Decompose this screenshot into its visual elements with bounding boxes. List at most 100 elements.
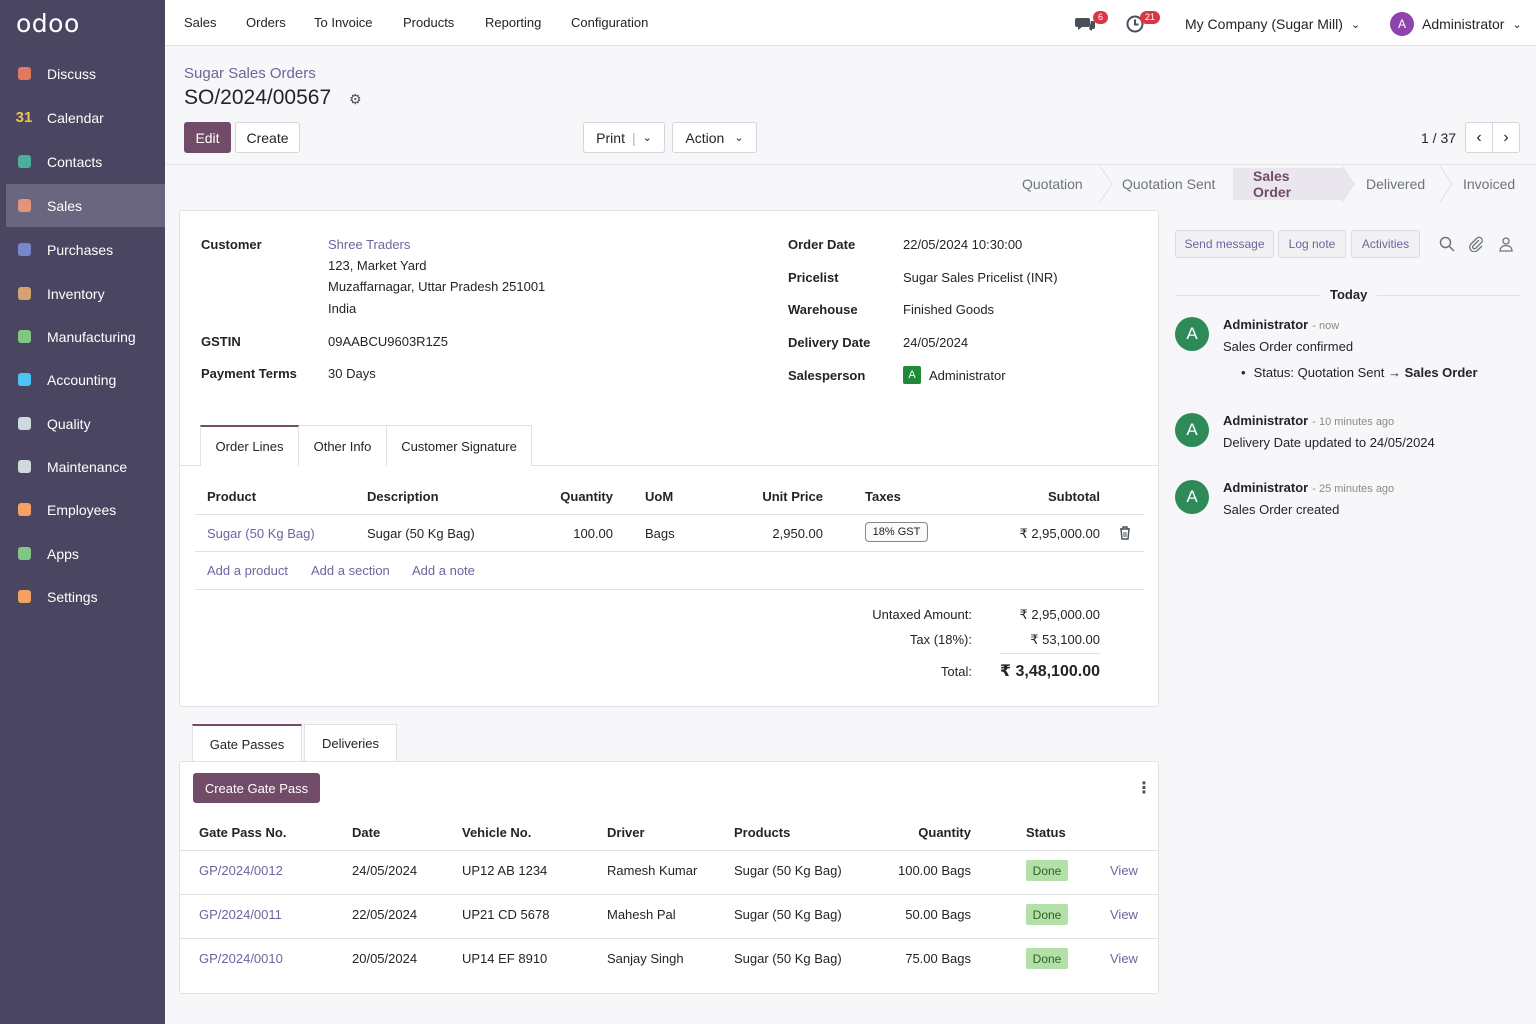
add-section-link[interactable]: Add a section [311,563,390,578]
pager-next-button[interactable]: › [1492,122,1520,153]
sidebar-item-calendar[interactable]: 31 Calendar [6,96,165,139]
odoo-logo[interactable]: odoo [16,8,80,38]
sidebar-item-inventory[interactable]: Inventory [6,272,165,315]
more-options-icon[interactable]: ⋮ [1136,780,1152,797]
line-unit-price[interactable]: 2,950.00 [772,526,823,541]
sidebar-item-quality[interactable]: Quality [6,402,165,445]
gate-pass-view-link[interactable]: View [1110,863,1138,878]
line-tax-tag[interactable]: 18% GST [865,522,928,542]
user-menu[interactable]: A Administrator ⌄ [1390,12,1522,36]
message-author-avatar[interactable]: A [1175,480,1209,514]
col-unit-price[interactable]: Unit Price [762,489,823,504]
message-author[interactable]: Administrator [1223,317,1309,332]
sidebar-item-settings[interactable]: Settings [6,575,165,618]
sidebar-item-apps[interactable]: Apps [6,532,165,575]
send-message-button[interactable]: Send message [1175,230,1274,258]
stage-invoiced[interactable]: Invoiced [1463,176,1516,192]
sidebar-item-sales[interactable]: Sales [6,184,165,227]
tracking-old-value: Status: Quotation Sent → [1253,365,1405,380]
activities-button[interactable]: Activities [1351,230,1420,258]
topnav-products[interactable]: Products [403,15,455,30]
col-product[interactable]: Product [207,489,257,504]
chevron-down-icon: ⌄ [734,132,744,144]
tab-order-lines[interactable]: Order Lines [200,425,299,466]
tab-gate-passes[interactable]: Gate Passes [192,724,302,762]
gate-pass-no-link[interactable]: GP/2024/0011 [199,907,282,922]
pricelist-value[interactable]: Sugar Sales Pricelist (INR) [903,270,1058,285]
line-uom[interactable]: Bags [645,526,675,541]
stage-delivered[interactable]: Delivered [1366,176,1426,192]
topnav-to-invoice[interactable]: To Invoice [314,15,373,30]
stage-quotation-sent[interactable]: Quotation Sent [1122,176,1216,192]
create-gate-pass-button[interactable]: Create Gate Pass [193,773,320,803]
search-icon[interactable] [1439,236,1455,252]
line-product[interactable]: Sugar (50 Kg Bag) [207,526,315,541]
breadcrumb-sugar-sales-orders[interactable]: Sugar Sales Orders [184,65,316,82]
add-note-link[interactable]: Add a note [412,563,475,578]
message-author-avatar[interactable]: A [1175,413,1209,447]
delivery-date-value[interactable]: 24/05/2024 [903,335,969,350]
tab-other-info[interactable]: Other Info [298,425,387,466]
payment-terms-value[interactable]: 30 Days [328,366,376,381]
order-date-value[interactable]: 22/05/2024 10:30:00 [903,237,1023,252]
company-switcher[interactable]: My Company (Sugar Mill) ⌄ [1185,12,1360,36]
sidebar-item-accounting[interactable]: Accounting [6,358,165,401]
col-products[interactable]: Products [734,825,791,840]
col-status[interactable]: Status [1026,825,1066,840]
sidebar-item-manufacturing[interactable]: Manufacturing [6,315,165,358]
col-description[interactable]: Description [367,489,439,504]
col-taxes[interactable]: Taxes [865,489,901,504]
stage-sales-order[interactable]: Sales Order [1233,168,1343,200]
log-note-button[interactable]: Log note [1278,230,1346,258]
message-author-avatar[interactable]: A [1175,317,1209,351]
topnav-orders[interactable]: Orders [246,15,286,30]
messages-button[interactable]: 6 [1075,11,1109,36]
sidebar-item-discuss[interactable]: Discuss [6,52,165,95]
topnav-configuration[interactable]: Configuration [571,15,649,30]
sidebar-item-contacts[interactable]: Contacts [6,140,165,183]
col-vehicle-no[interactable]: Vehicle No. [462,825,532,840]
sidebar-item-purchases[interactable]: Purchases [6,228,165,271]
gate-pass-view-link[interactable]: View [1110,907,1138,922]
paperclip-icon[interactable] [1468,236,1484,252]
col-uom[interactable]: UoM [645,489,674,504]
pager-previous-button[interactable]: ‹ [1465,122,1493,153]
activities-button[interactable]: 21 [1126,11,1162,36]
line-quantity[interactable]: 100.00 [573,526,613,541]
col-quantity[interactable]: Quantity [560,489,613,504]
follower-icon[interactable] [1498,236,1514,252]
trash-icon[interactable] [1119,526,1131,540]
line-description[interactable]: Sugar (50 Kg Bag) [367,526,475,541]
gstin-value[interactable]: 09AABCU9603R1Z5 [328,334,448,349]
warehouse-value[interactable]: Finished Goods [903,302,995,317]
table-row-divider [180,938,1158,939]
sidebar-item-label: Discuss [47,65,97,82]
gate-pass-no-link[interactable]: GP/2024/0012 [199,863,283,878]
stage-quotation[interactable]: Quotation [1022,176,1083,192]
customer-link[interactable]: Shree Traders [328,237,411,252]
col-subtotal[interactable]: Subtotal [1048,489,1100,504]
message-author[interactable]: Administrator [1223,480,1309,495]
col-date[interactable]: Date [352,825,381,840]
settings-icon-shape [17,590,31,603]
message-author[interactable]: Administrator [1223,413,1309,428]
col-driver[interactable]: Driver [607,825,645,840]
action-button[interactable]: Action ⌄ [672,122,757,153]
topnav-sales[interactable]: Sales [184,15,217,30]
sidebar-item-maintenance[interactable]: Maintenance [6,445,165,488]
tab-deliveries[interactable]: Deliveries [304,724,397,762]
add-product-link[interactable]: Add a product [207,563,288,578]
gate-pass-no-link[interactable]: GP/2024/0010 [199,951,283,966]
col-gate-pass-no[interactable]: Gate Pass No. [199,825,287,840]
gate-pass-view-link[interactable]: View [1110,951,1138,966]
col-quantity[interactable]: Quantity [918,825,971,840]
sidebar-item-employees[interactable]: Employees [6,488,165,531]
salesperson-value[interactable]: A Administrator [903,366,1006,384]
gate-pass-driver: Ramesh Kumar [607,863,698,878]
tab-customer-signature[interactable]: Customer Signature [386,425,532,466]
create-button[interactable]: Create [235,122,300,153]
gear-icon[interactable]: ⚙ [349,91,362,107]
print-button[interactable]: Print | ⌄ [583,122,665,153]
edit-button[interactable]: Edit [184,122,231,153]
topnav-reporting[interactable]: Reporting [485,15,542,30]
